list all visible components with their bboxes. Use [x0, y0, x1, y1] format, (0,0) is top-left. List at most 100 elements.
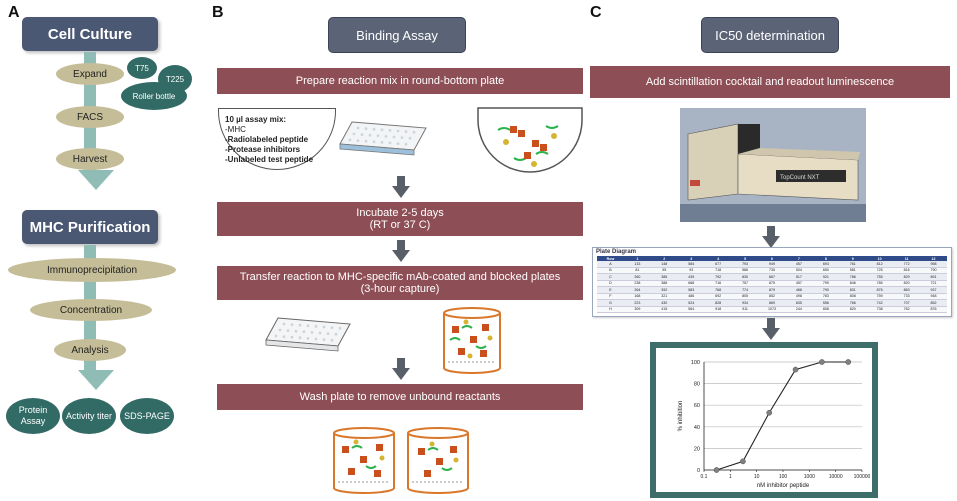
plate-cell: 783: [812, 293, 840, 300]
step-wash-text: Wash plate to remove unbound reactants: [299, 391, 501, 403]
plate-cell: 879: [758, 286, 786, 294]
assay-mix-box: 10 µl assay mix: -MHC -Radiolabeled pept…: [218, 108, 336, 170]
plate-cell: C: [597, 273, 624, 281]
flow-arrowhead-top: [78, 170, 114, 190]
plate-cell: 721: [920, 280, 947, 287]
plate-row: F 168 321 486 692 805 852 498 783 808 759 733 948: [597, 293, 947, 300]
plate-cell: 742: [866, 299, 894, 307]
assay-mix-item: -Radiolabeled peptide: [225, 135, 309, 144]
data-point: [713, 467, 720, 473]
step-add-scintillation: Add scintillation cocktail and readout l…: [590, 66, 950, 98]
ic50-title: IC50 determination: [701, 17, 839, 53]
plate-cell: 948: [920, 293, 947, 300]
arrow-down-5: [762, 318, 780, 340]
x-tick-label: 100: [779, 474, 788, 480]
expand-step: Expand: [56, 63, 124, 85]
plate-cell: 556: [812, 299, 840, 307]
plate-cell: 790: [812, 286, 840, 294]
arrow-down-3: [392, 358, 410, 380]
ic50-chart: 0 20 40 60 80 100 0.1 1 10 100 1000 10000 100000 nM i…: [656, 348, 872, 492]
immunoprecipitation-step: Immunoprecipitation: [8, 258, 176, 282]
step-scintillation-text: Add scintillation cocktail and readout l…: [645, 76, 895, 88]
x-axis-label: nM inhibitor peptide: [757, 483, 810, 489]
x-tick-label: 1: [729, 474, 732, 480]
plate-cell: 415: [650, 306, 678, 313]
plate-header-row: Row 1 2 3 4 5 6 7 8 9 10 11 12: [597, 256, 947, 261]
plate-cell: A: [597, 261, 624, 268]
data-point: [740, 458, 746, 465]
mhc-purification-title: MHC Purification: [22, 210, 158, 244]
plate-cell: 774: [731, 286, 759, 294]
plate-cell: 524: [677, 299, 705, 307]
step-incubate-condition: (RT or 37 C): [369, 219, 431, 231]
plate-cell: 1073: [758, 306, 786, 313]
plate-cell: 828: [704, 299, 732, 307]
plate-cell: 937: [920, 286, 947, 294]
step-wash-plate: Wash plate to remove unbound reactants: [217, 384, 583, 410]
data-point: [792, 366, 799, 373]
plate-cell: 244: [785, 306, 813, 313]
flow-arrowhead-bottom: [78, 370, 114, 390]
coated-plate-icon: [265, 317, 351, 352]
washed-well-icon: [407, 427, 469, 494]
plate-row: A 133 148 584 677 793 949 457 693 761 812 772 958: [597, 261, 947, 268]
assay-mix-item: -Unlabeled test peptide: [225, 155, 314, 164]
x-tick-label: 10: [754, 474, 760, 480]
plate-cell: 793: [731, 261, 759, 268]
step-transfer-text: Transfer reaction to MHC-specific mAb-co…: [239, 271, 561, 283]
plate-cell: 768: [704, 286, 732, 294]
plate-cell: 785: [866, 280, 894, 287]
plate-cell: 812: [866, 261, 894, 268]
plate-cell: 309: [623, 306, 651, 313]
panel-label-b: B: [212, 4, 224, 21]
plate-cell: 707: [893, 299, 921, 307]
harvest-step: Harvest: [56, 148, 124, 170]
plate-cell: 564: [677, 306, 705, 313]
activity-titer: Activity titer: [62, 398, 116, 434]
plate-cell: 321: [650, 293, 678, 300]
y-tick-label: 80: [694, 382, 700, 388]
plate-cell: 677: [704, 261, 732, 268]
plate-cell: 761: [839, 261, 867, 268]
plate-cell: 385: [650, 273, 678, 281]
facs-step: FACS: [56, 106, 124, 128]
y-tick-label: 100: [691, 360, 700, 366]
plate-cell: 430: [650, 299, 678, 307]
plate-cell: 735: [758, 267, 786, 274]
data-point: [766, 409, 773, 416]
assay-mix-title: 10 µl assay mix:: [225, 115, 287, 124]
ic50-chart-frame: 0 20 40 60 80 100 0.1 1 10 100 1000 10000 100000 nM i…: [650, 342, 878, 498]
topcount-instrument-icon: TopCount NXT: [680, 108, 866, 222]
plate-cell: 667: [758, 273, 786, 281]
plate-cell: 716: [704, 280, 732, 287]
plate-cell: 457: [785, 280, 813, 287]
x-tick-label: 10000: [829, 474, 843, 480]
y-tick-label: 20: [694, 446, 700, 452]
sds-page: SDS-PAGE: [120, 398, 174, 434]
plate-cell: 869: [758, 299, 786, 307]
plate-header-cell: 6: [770, 256, 773, 261]
plate-cell: 725: [866, 267, 894, 274]
plate-cell: E: [597, 286, 624, 294]
capture-well-icon: [443, 307, 501, 374]
plate-cell: 260: [623, 273, 651, 281]
x-tick-label: 0.1: [701, 474, 708, 480]
arrow-down-4: [762, 226, 780, 248]
plate-cell: 863: [893, 286, 921, 294]
cell-culture-title: Cell Culture: [22, 17, 158, 51]
plate-header-cell: 3: [690, 256, 693, 261]
plate-cell: 238: [623, 280, 651, 287]
plate-cell: 808: [839, 293, 867, 300]
plate-row: H 309 415 564 918 911 1073 244 808 820 738 762 876: [597, 306, 947, 313]
plate-cell: 457: [785, 261, 813, 268]
plate-cell: 133: [623, 261, 651, 268]
plate-cell: 891: [920, 273, 947, 281]
plate-cell: 829: [893, 273, 921, 281]
plate-cell: 468: [785, 286, 813, 294]
assay-mix-item: -MHC: [225, 125, 246, 134]
plate-cell: 692: [704, 293, 732, 300]
plate-cell: 81: [623, 267, 651, 274]
plate-cell: 766: [839, 299, 867, 307]
plate-cell: G: [597, 299, 624, 307]
plate-row: B 81 95 93 718 586 735 504 650 581 725 816 790: [597, 267, 947, 274]
